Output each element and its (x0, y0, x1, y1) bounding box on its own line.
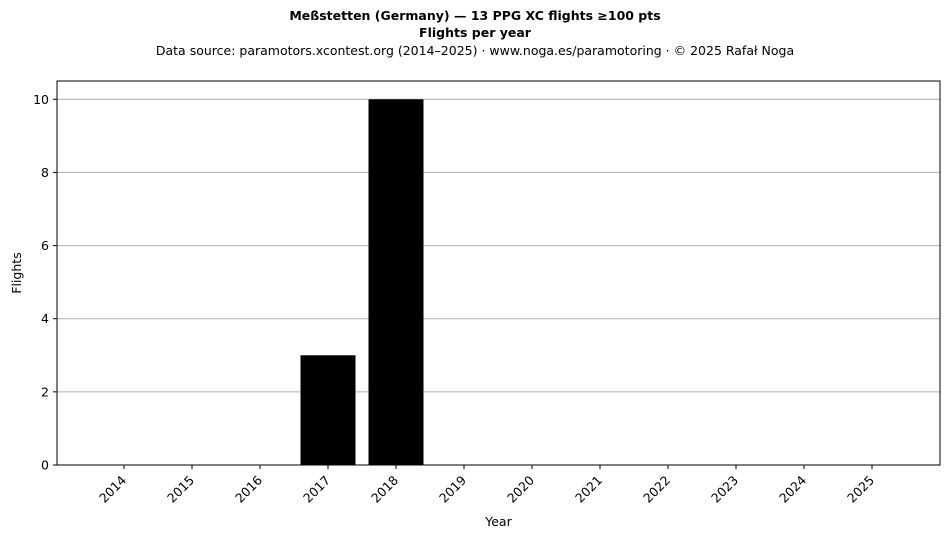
y-tick-label: 4 (41, 311, 49, 326)
chart-title: Meßstetten (Germany) — 13 PPG XC flights… (289, 8, 661, 23)
plot-frame (56, 80, 941, 466)
x-axis: 2014 2015 2016 2017 2018 2019 2020 2021 2022 2023… (96, 465, 877, 506)
x-tick-label: 2014 (96, 472, 129, 505)
grid-lines (57, 98, 940, 393)
x-tick-label: 2018 (368, 472, 401, 505)
x-tick-label: 2016 (232, 472, 265, 505)
x-tick-label: 2022 (640, 473, 673, 506)
x-tick-label: 2019 (436, 472, 469, 505)
x-tick-label: 2024 (776, 472, 809, 505)
data-source-note: Data source: paramotors.xcontest.org (20… (155, 43, 795, 58)
bars (300, 99, 424, 466)
bar-2017 (300, 355, 356, 465)
y-axis-label: Flights (9, 252, 24, 293)
x-tick-label: 2025 (844, 473, 877, 506)
bar-2018 (368, 99, 424, 466)
x-axis-label: Year (484, 514, 512, 529)
x-tick-label: 2017 (300, 473, 333, 506)
x-tick-label: 2023 (708, 473, 741, 506)
x-tick-label: 2021 (572, 473, 605, 506)
x-tick-label: 2015 (164, 473, 197, 506)
y-tick-label: 10 (33, 92, 49, 107)
x-tick-label: 2020 (504, 472, 537, 505)
y-tick-label: 2 (41, 384, 49, 399)
y-tick-label: 6 (41, 238, 49, 253)
y-axis: 0 2 4 6 8 10 (33, 92, 57, 473)
y-tick-label: 8 (41, 165, 49, 180)
chart-subtitle-title: Flights per year (419, 25, 531, 40)
y-tick-label: 0 (41, 458, 49, 473)
